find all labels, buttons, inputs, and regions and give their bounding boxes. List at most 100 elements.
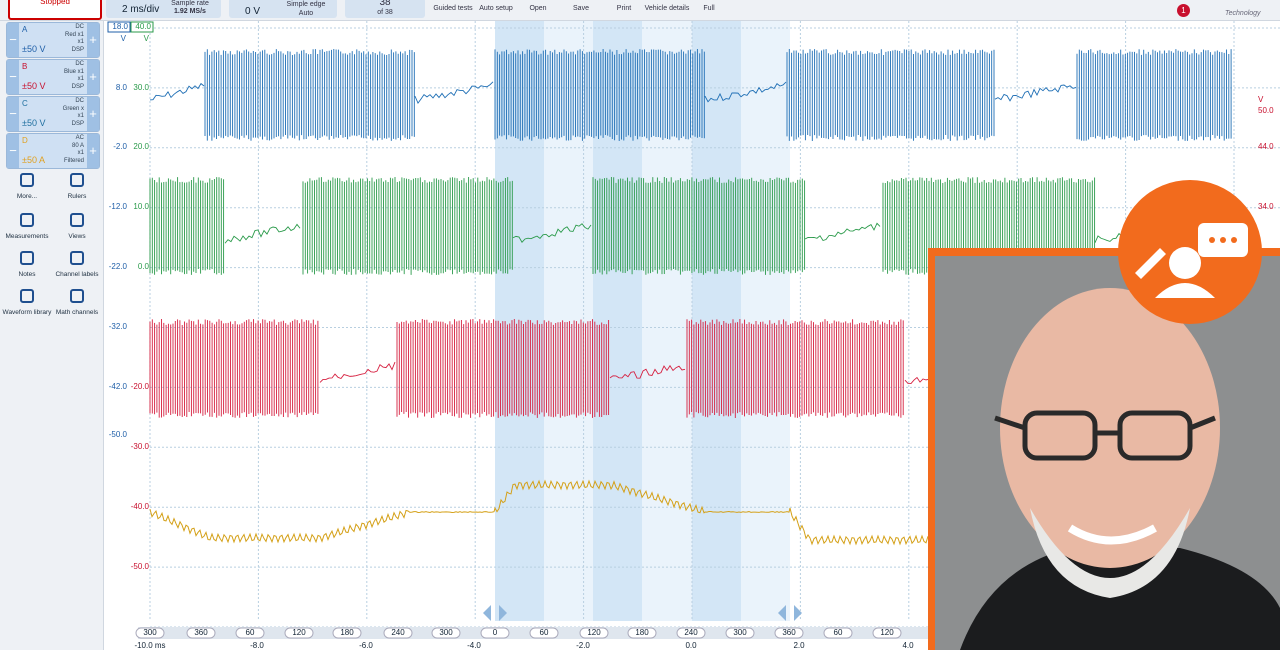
axis-label: 50.0 bbox=[1258, 106, 1274, 115]
scope-view: 18.0 40.0 V V 8.0 -2.0 -12.0 -22.0 -32.0 -42.0 -50… bbox=[107, 21, 1280, 650]
channel-box[interactable]: − + C ±50 V DC Green x x1 DSP bbox=[6, 96, 100, 132]
toolbar-button[interactable]: Auto setup bbox=[479, 5, 513, 12]
buffer-box[interactable] bbox=[345, 0, 425, 18]
axis-label: -40.0 bbox=[131, 502, 150, 511]
plus-button[interactable]: + bbox=[87, 97, 99, 131]
channel-probe: Red x1 bbox=[64, 31, 84, 38]
axis-label: -42.0 bbox=[109, 382, 128, 391]
trigger-mode: Auto bbox=[298, 10, 314, 17]
channel-gain: x1 bbox=[77, 39, 84, 45]
axis-label: -22.0 bbox=[109, 262, 128, 271]
time-label: -4.0 bbox=[467, 641, 481, 650]
channel-range: ±50 V bbox=[22, 118, 46, 128]
ruler-pill bbox=[383, 627, 413, 639]
tool-icon[interactable] bbox=[20, 173, 34, 187]
side-panel: − + A ±50 V DC Red x1 x1 DSP − + B ±50 V DC Blue x1 x1… bbox=[0, 21, 104, 650]
channel-letter: A bbox=[22, 25, 28, 34]
head bbox=[1000, 288, 1220, 568]
toolbar-button[interactable]: Open bbox=[529, 5, 547, 12]
ruler-pill bbox=[579, 627, 609, 639]
tool-icon[interactable] bbox=[20, 251, 34, 265]
tool-label[interactable]: Notes bbox=[18, 271, 36, 278]
time-label: 4.0 bbox=[902, 641, 914, 650]
highlight-stripe bbox=[593, 21, 642, 621]
glasses bbox=[994, 410, 1216, 461]
plus-button[interactable]: + bbox=[87, 134, 99, 168]
timebase-box[interactable] bbox=[106, 0, 221, 18]
plus-button[interactable]: + bbox=[87, 60, 99, 94]
axis-label: -50.0 bbox=[131, 562, 150, 571]
channel-filter: Filtered bbox=[63, 157, 84, 164]
ruler-handle bbox=[778, 605, 802, 621]
channel-letter: D bbox=[22, 136, 28, 145]
minus-button[interactable]: − bbox=[7, 23, 19, 57]
tool-label[interactable]: More... bbox=[16, 193, 38, 200]
toolbar-button[interactable]: Vehicle details bbox=[644, 5, 690, 12]
buffer: 38 bbox=[379, 0, 391, 8]
channel-letter: C bbox=[22, 99, 28, 108]
plus-button[interactable]: + bbox=[87, 23, 99, 57]
channel-box[interactable]: − + B ±50 V DC Blue x1 x1 DSP bbox=[6, 59, 100, 95]
channel-b-trace bbox=[149, 319, 1233, 418]
time-label: -2.0 bbox=[576, 641, 590, 650]
tool-label[interactable]: Rulers bbox=[67, 193, 87, 200]
ruler-label: 0 bbox=[493, 628, 498, 637]
tool-label[interactable]: Measurements bbox=[5, 233, 49, 240]
notification[interactable]: 1 bbox=[1177, 4, 1190, 17]
channel-coupling: DC bbox=[75, 98, 84, 104]
ruler-label: 120 bbox=[880, 628, 894, 637]
minus-button[interactable]: − bbox=[7, 97, 19, 131]
toolbar: Stopped 2 ms/div Sample rate 1.92 MS/s 0… bbox=[0, 0, 1280, 21]
tool-icon[interactable] bbox=[70, 251, 84, 265]
toolbar-button[interactable]: Print bbox=[616, 5, 632, 12]
tool-label[interactable]: Waveform library bbox=[2, 309, 52, 316]
ruler-pill bbox=[235, 627, 265, 639]
axis-label: -32.0 bbox=[109, 322, 128, 331]
axis-label: -2.0 bbox=[113, 142, 127, 151]
tool-icon[interactable] bbox=[20, 289, 34, 303]
toolbar-button[interactable]: Save bbox=[573, 5, 589, 12]
channel-coupling: AC bbox=[75, 135, 84, 141]
trigger-type: Simple edge bbox=[286, 1, 326, 8]
ruler-pill bbox=[529, 627, 559, 639]
tool-icon[interactable] bbox=[70, 289, 84, 303]
channel-gain: x1 bbox=[77, 76, 84, 82]
sample-rate-label: Sample rate bbox=[171, 0, 209, 7]
axis-label: V bbox=[1258, 95, 1264, 104]
tool-icon[interactable] bbox=[20, 213, 34, 227]
sample-rate: 1.92 MS/s bbox=[174, 8, 206, 15]
tool-label[interactable]: Channel labels bbox=[55, 271, 99, 278]
channel-probe: Green x bbox=[62, 105, 84, 112]
axis-label: 30.0 bbox=[133, 83, 149, 92]
channel-box[interactable]: − + A ±50 V DC Red x1 x1 DSP bbox=[6, 22, 100, 58]
ruler-pill bbox=[186, 627, 216, 639]
trigger-box[interactable] bbox=[229, 0, 337, 18]
ruler-label: 60 bbox=[834, 628, 843, 637]
ruler-label: 180 bbox=[340, 628, 354, 637]
ruler-label: 120 bbox=[587, 628, 601, 637]
tool-icon[interactable] bbox=[70, 173, 84, 187]
ruler-pill bbox=[284, 627, 314, 639]
ruler-pill bbox=[332, 627, 362, 639]
axis-label: -30.0 bbox=[131, 442, 150, 451]
ruler-pill bbox=[627, 627, 657, 639]
tool-label[interactable]: Views bbox=[68, 233, 86, 240]
timebase: 2 ms/div bbox=[122, 4, 160, 15]
toolbar-button[interactable]: Guided tests bbox=[433, 5, 473, 12]
axis-label: 0.0 bbox=[138, 262, 150, 271]
tool-icon[interactable] bbox=[70, 213, 84, 227]
tool-label[interactable]: Math channels bbox=[55, 309, 99, 316]
minus-button[interactable]: − bbox=[7, 134, 19, 168]
stop-button[interactable]: Stopped bbox=[8, 0, 102, 20]
ruler-pill bbox=[676, 627, 706, 639]
axis-label: 10.0 bbox=[133, 202, 149, 211]
minus-button[interactable]: − bbox=[7, 60, 19, 94]
axis-label: 34.0 bbox=[1258, 202, 1274, 211]
time-label: -8.0 bbox=[250, 641, 264, 650]
trigger-level: 0 V bbox=[245, 6, 261, 17]
ruler-label: 360 bbox=[782, 628, 796, 637]
toolbar-button[interactable]: Full bbox=[703, 5, 715, 12]
ruler-label: 300 bbox=[733, 628, 747, 637]
